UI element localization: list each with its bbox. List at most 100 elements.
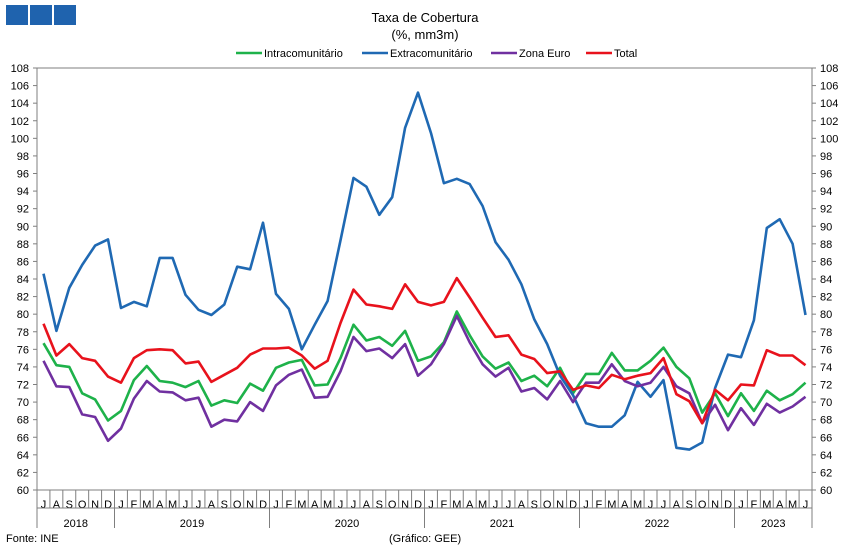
x-tick-label: A [156, 499, 164, 511]
x-tick-label: J [196, 499, 202, 511]
year-label: 2023 [761, 518, 785, 530]
y-tick-label-right: 66 [820, 432, 832, 444]
x-tick-label: N [711, 499, 719, 511]
x-tick-label: J [41, 499, 47, 511]
legend-label: Total [614, 48, 637, 60]
x-tick-label: D [724, 499, 732, 511]
x-tick-label: S [531, 499, 538, 511]
x-tick-label: S [66, 499, 73, 511]
x-tick-label: J [351, 499, 357, 511]
x-tick-label: J [648, 499, 654, 511]
x-tick-label: F [131, 499, 138, 511]
x-tick-label: O [78, 499, 87, 511]
y-tick-label-left: 64 [17, 450, 29, 462]
x-tick-label: S [221, 499, 228, 511]
x-tick-label: N [246, 499, 254, 511]
y-tick-label-right: 78 [820, 327, 832, 339]
chart-credit: (Gráfico: GEE) [389, 533, 462, 545]
x-tick-label: A [466, 499, 474, 511]
y-tick-label-right: 86 [820, 256, 832, 268]
x-tick-label: J [583, 499, 589, 511]
x-tick-label: O [543, 499, 552, 511]
x-tick-label: F [596, 499, 603, 511]
y-tick-label-right: 64 [820, 450, 832, 462]
y-tick-label-left: 90 [17, 221, 29, 233]
x-tick-label: J [338, 499, 344, 511]
x-tick-label: J [428, 499, 434, 511]
y-tick-label-right: 98 [820, 151, 832, 163]
y-tick-label-left: 102 [11, 116, 29, 128]
x-tick-label: J [183, 499, 189, 511]
y-tick-label-right: 68 [820, 415, 832, 427]
y-tick-label-left: 108 [11, 63, 29, 75]
y-tick-label-right: 80 [820, 309, 832, 321]
x-tick-label: D [414, 499, 422, 511]
x-tick-label: M [633, 499, 642, 511]
y-tick-label-left: 82 [17, 292, 29, 304]
x-tick-label: J [118, 499, 124, 511]
series-line-intracomunit-rio [42, 310, 807, 422]
y-tick-label-right: 84 [820, 274, 832, 286]
chart-subtitle: (%, mm3m) [391, 27, 459, 42]
y-tick-label-right: 88 [820, 239, 832, 251]
y-tick-label-right: 94 [820, 186, 832, 198]
x-tick-label: F [286, 499, 293, 511]
y-tick-label-left: 96 [17, 169, 29, 181]
y-tick-label-left: 66 [17, 432, 29, 444]
x-tick-label: J [738, 499, 744, 511]
x-tick-label: M [478, 499, 487, 511]
y-tick-label-left: 92 [17, 204, 29, 216]
series-line-total [42, 276, 807, 425]
y-tick-label-right: 90 [820, 221, 832, 233]
series-line-extracomunit-rio [42, 91, 807, 451]
x-tick-label: M [762, 499, 771, 511]
x-tick-label: O [233, 499, 242, 511]
y-tick-label-right: 82 [820, 292, 832, 304]
y-tick-label-left: 74 [17, 362, 29, 374]
y-tick-label-left: 94 [17, 186, 29, 198]
x-tick-label: D [569, 499, 577, 511]
x-tick-label: A [621, 499, 629, 511]
x-tick-label: O [698, 499, 707, 511]
source-note: Fonte: INE [6, 533, 59, 545]
y-tick-label-left: 70 [17, 397, 29, 409]
logo-square-3 [54, 5, 76, 25]
x-tick-label: M [168, 499, 177, 511]
legend-label: Extracomunitário [390, 48, 473, 60]
x-tick-label: A [363, 499, 371, 511]
y-tick-label-right: 62 [820, 467, 832, 479]
x-tick-label: F [751, 499, 758, 511]
x-tick-label: N [556, 499, 564, 511]
x-tick-label: S [686, 499, 693, 511]
y-tick-label-right: 108 [820, 63, 838, 75]
y-tick-label-right: 102 [820, 116, 838, 128]
y-tick-label-left: 68 [17, 415, 29, 427]
x-tick-label: F [441, 499, 448, 511]
y-tick-label-left: 86 [17, 256, 29, 268]
x-tick-label: D [259, 499, 267, 511]
x-tick-label: A [518, 499, 526, 511]
y-tick-label-right: 72 [820, 380, 832, 392]
y-tick-label-right: 106 [820, 81, 838, 93]
x-tick-label: M [452, 499, 461, 511]
y-tick-label-left: 84 [17, 274, 29, 286]
series-line-zona-euro [42, 314, 807, 443]
year-label: 2020 [335, 518, 359, 530]
year-label: 2019 [180, 518, 204, 530]
x-tick-label: N [401, 499, 409, 511]
y-tick-label-right: 100 [820, 133, 838, 145]
x-tick-label: N [91, 499, 99, 511]
x-tick-label: A [776, 499, 784, 511]
y-tick-label-left: 72 [17, 380, 29, 392]
y-tick-label-left: 100 [11, 133, 29, 145]
y-tick-label-right: 74 [820, 362, 832, 374]
x-tick-label: J [661, 499, 667, 511]
y-tick-label-left: 88 [17, 239, 29, 251]
y-tick-label-left: 104 [11, 98, 29, 110]
y-tick-label-right: 70 [820, 397, 832, 409]
x-tick-label: A [53, 499, 61, 511]
y-tick-label-right: 60 [820, 485, 832, 497]
logo-square-2 [30, 5, 52, 25]
x-tick-label: D [104, 499, 112, 511]
